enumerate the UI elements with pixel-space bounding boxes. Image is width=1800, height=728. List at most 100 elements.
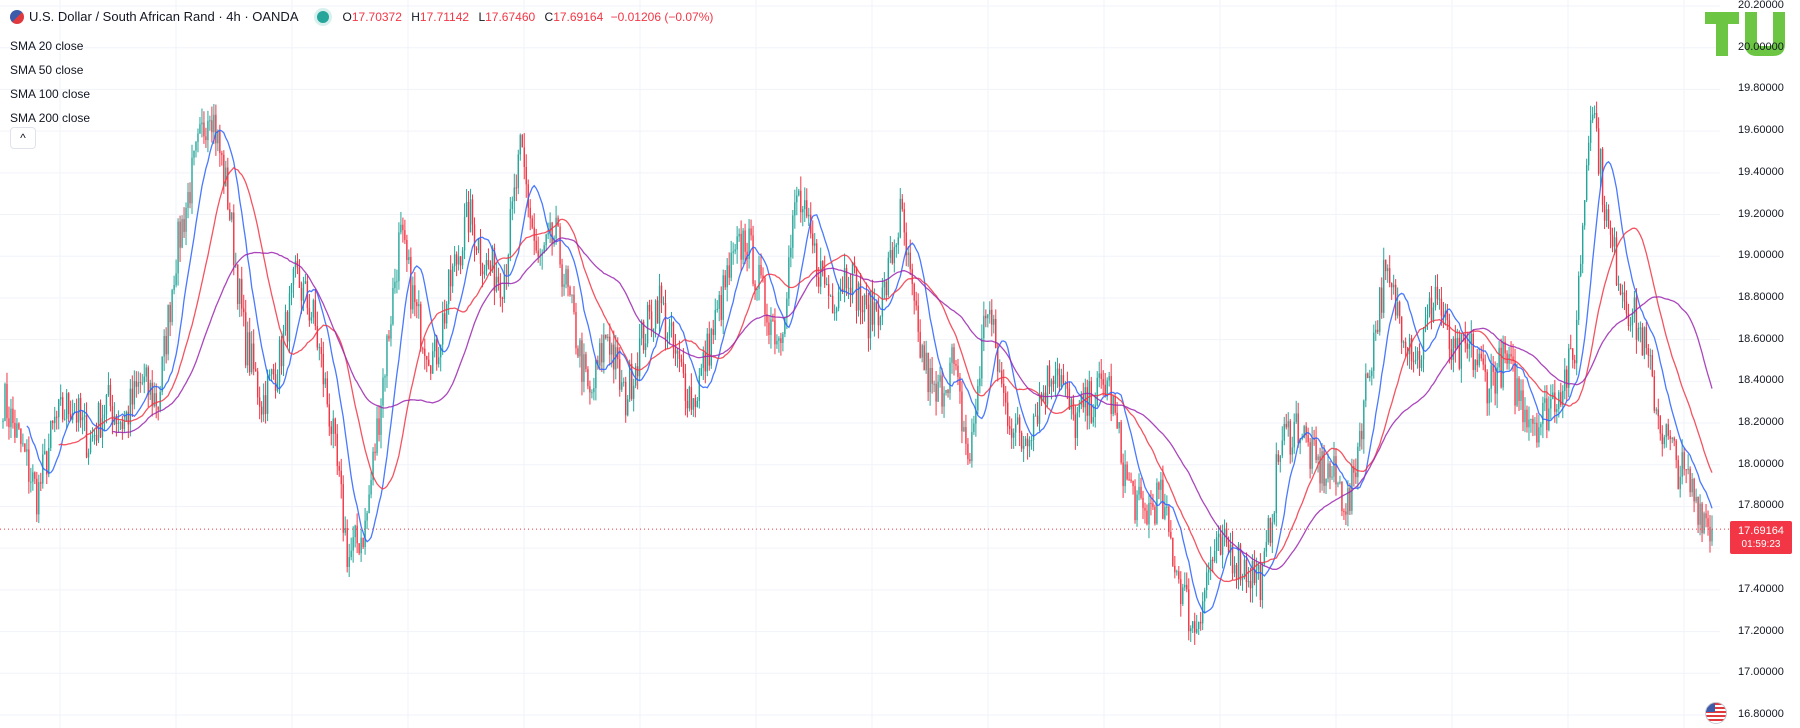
candle	[738, 228, 740, 242]
candle	[1693, 477, 1695, 513]
price-tick-label: 20.00000	[1738, 40, 1784, 53]
candle	[1388, 255, 1391, 288]
candle	[1178, 566, 1180, 584]
candle	[599, 338, 601, 369]
symbol-title[interactable]: U.S. Dollar / South African Rand · 4h · …	[29, 9, 299, 24]
candle	[1038, 381, 1041, 432]
candle	[650, 299, 653, 338]
indicator-sma100[interactable]: SMA 100 close	[10, 87, 91, 101]
indicator-sma20[interactable]: SMA 20 close	[10, 39, 84, 53]
candle	[1373, 324, 1375, 379]
candle	[646, 301, 649, 348]
candle	[1669, 430, 1671, 451]
price-tick-label: 19.60000	[1738, 124, 1784, 137]
candle	[1502, 335, 1504, 391]
candle	[414, 272, 416, 317]
candle	[1621, 284, 1624, 309]
candle	[207, 110, 209, 153]
candle	[808, 207, 810, 226]
candle	[766, 303, 768, 336]
candle	[678, 340, 681, 373]
candle	[529, 199, 531, 231]
candle	[1639, 321, 1642, 343]
candle	[465, 189, 468, 218]
candle	[18, 422, 20, 431]
candle	[422, 346, 424, 354]
candle	[1327, 453, 1329, 483]
candle	[1106, 377, 1108, 401]
candle	[157, 406, 159, 421]
candle	[260, 401, 263, 423]
candle	[1568, 343, 1570, 398]
tu-logo-icon	[1705, 12, 1785, 56]
candle	[1267, 515, 1270, 545]
candle	[1339, 475, 1341, 485]
candle	[1005, 385, 1007, 415]
candle	[1711, 515, 1713, 546]
candle	[634, 363, 637, 389]
candle	[728, 252, 730, 286]
candle	[219, 124, 221, 167]
candle	[1076, 406, 1079, 447]
candle	[571, 294, 573, 304]
candle	[887, 251, 890, 298]
candle	[1707, 510, 1709, 536]
candle	[515, 174, 517, 202]
candle	[1144, 502, 1146, 524]
candle	[1233, 556, 1236, 578]
candle	[434, 333, 436, 358]
candle	[879, 315, 882, 331]
candle	[1532, 415, 1534, 437]
candle	[993, 314, 995, 334]
candle	[1524, 397, 1526, 433]
indicator-sma50[interactable]: SMA 50 close	[10, 63, 84, 77]
us-flag-icon[interactable]	[1705, 702, 1727, 724]
candle	[495, 262, 498, 293]
candle	[1579, 255, 1582, 278]
candle	[891, 242, 894, 265]
candle	[344, 516, 346, 536]
candle	[1056, 357, 1059, 388]
candle	[205, 127, 207, 148]
candle	[318, 343, 321, 361]
candle	[1198, 621, 1200, 636]
candle	[935, 371, 937, 416]
candle	[1148, 493, 1150, 539]
candle	[684, 364, 687, 416]
candle	[91, 427, 94, 442]
candle	[720, 286, 722, 327]
indicator-sma200[interactable]: SMA 200 close	[10, 111, 91, 125]
candle	[1440, 286, 1443, 326]
candle	[814, 232, 816, 254]
candle	[85, 402, 88, 459]
candle	[459, 255, 462, 275]
candle	[730, 240, 732, 282]
candle	[2, 418, 4, 429]
collapse-indicators-button[interactable]: ^	[10, 127, 36, 149]
candle	[52, 420, 54, 430]
candle	[400, 211, 402, 235]
candle	[396, 269, 398, 294]
candle	[380, 398, 382, 449]
candle	[525, 154, 527, 198]
candle	[849, 273, 852, 307]
candle	[336, 424, 338, 475]
candle	[20, 428, 22, 453]
candle	[662, 296, 665, 306]
candle	[1609, 220, 1612, 249]
candle	[648, 299, 651, 320]
candle	[1186, 572, 1188, 593]
candle	[445, 301, 448, 329]
candle	[776, 334, 778, 349]
candle	[38, 474, 40, 524]
candle	[54, 406, 56, 433]
candle	[690, 373, 693, 415]
candle	[368, 485, 370, 514]
candle	[523, 133, 525, 180]
candle	[985, 309, 987, 328]
candle	[700, 363, 703, 377]
candle	[682, 348, 685, 378]
candle	[1018, 414, 1021, 447]
candle	[1203, 587, 1206, 614]
